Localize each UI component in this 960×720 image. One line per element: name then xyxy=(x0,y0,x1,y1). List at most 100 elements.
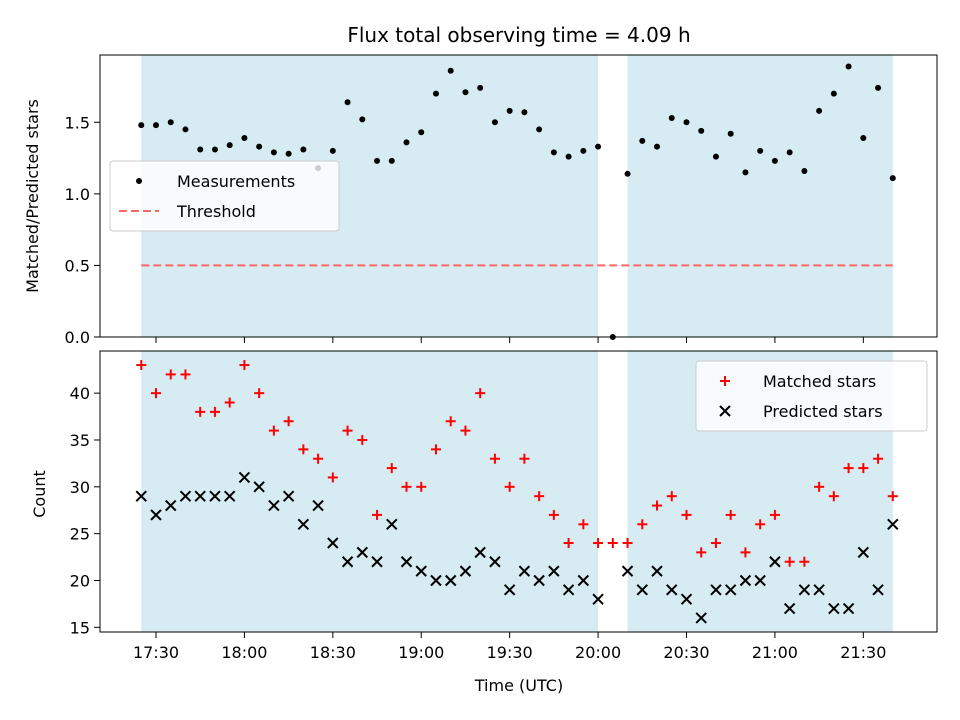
matched-stars-point xyxy=(475,388,486,399)
predicted-stars-point xyxy=(297,518,310,530)
matched-stars-point xyxy=(209,406,220,417)
matched-stars-point xyxy=(239,360,250,371)
measurement-point xyxy=(462,89,469,96)
matched-stars-point xyxy=(386,463,397,474)
x-tick-label: 17:30 xyxy=(133,643,179,662)
predicted-stars-point xyxy=(666,584,678,596)
matched-stars-point xyxy=(843,463,854,474)
measurement-point xyxy=(359,116,366,123)
matched-stars-point xyxy=(593,538,604,549)
matched-stars-point xyxy=(313,453,324,464)
matched-stars-point xyxy=(563,538,574,549)
matched-stars-point xyxy=(224,397,235,408)
x-axis-label: Time (UTC) xyxy=(474,676,563,695)
matched-stars-point xyxy=(372,509,383,520)
legend-box xyxy=(109,160,340,232)
measurement-point xyxy=(344,99,351,106)
matched-stars-point xyxy=(180,369,191,380)
measurement-point xyxy=(329,147,336,154)
x-tick-label: 18:00 xyxy=(221,643,267,662)
measurement-point xyxy=(182,126,189,133)
matched-stars-point xyxy=(887,491,898,502)
predicted-stars-point xyxy=(754,574,766,587)
y-tick-label: 0.5 xyxy=(65,256,90,275)
matched-stars-point xyxy=(740,547,751,558)
predicted-stars-point xyxy=(386,518,398,530)
predicted-stars-point xyxy=(150,509,162,521)
predicted-stars-point xyxy=(533,574,545,587)
matched-stars-point xyxy=(445,416,456,427)
predicted-stars-point xyxy=(253,481,265,493)
measurement-point xyxy=(300,146,307,153)
measurement-point xyxy=(816,107,823,114)
measurement-point xyxy=(270,149,277,156)
measurement-point xyxy=(432,90,439,97)
observing-interval-band xyxy=(141,351,599,632)
matched-stars-point xyxy=(828,491,839,502)
matched-stars-point xyxy=(283,416,294,427)
measurement-point xyxy=(506,107,513,114)
matched-stars-point xyxy=(578,519,589,530)
predicted-stars-point xyxy=(842,602,855,615)
predicted-stars-point xyxy=(415,565,427,577)
predicted-stars-point xyxy=(341,556,354,568)
measurement-point xyxy=(771,157,778,164)
y-tick-label: 30 xyxy=(70,478,90,497)
x-tick-label: 21:30 xyxy=(840,643,886,662)
measurement-point xyxy=(830,90,837,97)
measurement-point xyxy=(197,146,204,153)
measurement-point xyxy=(712,153,719,160)
predicted-stars-point xyxy=(312,499,324,512)
predicted-stars-point xyxy=(165,499,177,512)
matched-stars-point xyxy=(814,481,825,492)
x-tick-label: 21:00 xyxy=(752,643,798,662)
measurement-point xyxy=(403,139,410,146)
predicted-stars-point xyxy=(577,574,590,587)
measurement-point xyxy=(624,170,631,177)
predicted-stars-point xyxy=(857,546,870,559)
measurement-point xyxy=(786,149,793,156)
matched-stars-point xyxy=(769,509,780,520)
measurement-point xyxy=(845,63,852,70)
legend-entry: Threshold xyxy=(119,202,256,221)
measurement-point xyxy=(889,175,896,182)
matched-stars-point xyxy=(710,538,721,549)
predicted-stars-point xyxy=(135,490,147,502)
legend-marker-x xyxy=(719,405,731,417)
predicted-stars-point xyxy=(238,471,251,484)
measurement-point xyxy=(565,153,572,160)
measurement-point xyxy=(683,119,690,126)
measurement-point xyxy=(447,67,454,74)
measurement-point xyxy=(860,135,867,142)
measurement-point xyxy=(521,109,528,116)
y-tick-label: 15 xyxy=(70,618,90,637)
measurement-point xyxy=(374,157,381,164)
legend-label: Threshold xyxy=(176,202,256,221)
predicted-stars-point xyxy=(695,612,707,624)
measurement-point xyxy=(138,122,145,129)
matched-stars-point xyxy=(681,509,692,520)
predicted-stars-point xyxy=(636,584,648,596)
predicted-stars-point xyxy=(651,565,663,577)
predicted-stars-point xyxy=(209,490,221,502)
measurement-point xyxy=(285,150,292,157)
matched-stars-point xyxy=(327,472,338,483)
measurement-point xyxy=(757,147,764,154)
predicted-stars-point xyxy=(356,546,369,559)
legend-marker-dot xyxy=(136,178,142,184)
x-tick-label: 19:30 xyxy=(487,643,533,662)
y-tick-label: 25 xyxy=(70,525,90,544)
matched-stars-point xyxy=(416,481,427,492)
predicted-stars-point xyxy=(783,602,796,615)
measurement-point xyxy=(477,84,484,91)
y-tick-label: 1.0 xyxy=(65,185,90,204)
predicted-stars-point xyxy=(548,565,560,577)
matched-stars-point xyxy=(357,434,368,445)
matched-stars-point xyxy=(268,425,279,436)
predicted-stars-point xyxy=(327,537,339,549)
matched-stars-point xyxy=(799,556,810,567)
predicted-stars-point xyxy=(268,499,280,512)
predicted-stars-point xyxy=(872,584,884,596)
legend: Matched stars Predicted stars xyxy=(695,360,928,432)
